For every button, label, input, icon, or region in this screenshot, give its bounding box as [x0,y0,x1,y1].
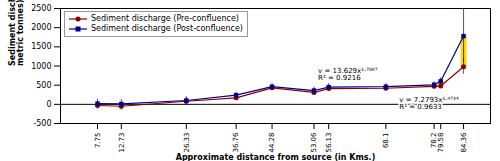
svg-text:2500: 2500 [31,4,51,13]
svg-text:78.2: 78.2 [430,132,439,149]
html-text:Sediment discharge (Pre-conflu: Sediment discharge (Pre-confluence) [91,14,239,23]
svg-text:500: 500 [36,81,51,90]
svg-text:1000: 1000 [31,62,51,71]
svg-text:Sediment discharge (inmetric t: Sediment discharge (inmetric tonnes) [8,0,25,66]
svg-text:2000: 2000 [31,23,51,32]
svg-text:56.13: 56.13 [325,133,333,153]
svg-text:0: 0 [46,100,51,109]
svg-text:53.06: 53.06 [310,132,318,153]
svg-text:26.33: 26.33 [183,133,191,153]
html-text:Sediment discharge (Post-confl: Sediment discharge (Post-confluence) [91,24,243,33]
svg-text:68.1: 68.1 [382,133,390,149]
svg-text:-500: -500 [33,119,51,128]
svg-text:y = 13.629x¹·⁷⁸⁸⁷R² = 0.9216: y = 13.629x¹·⁷⁸⁸⁷R² = 0.9216 [318,67,378,82]
svg-text:36.76: 36.76 [232,132,240,153]
svg-text:7.75: 7.75 [94,133,102,149]
svg-text:Approximate distance from sour: Approximate distance from source (in Kms… [176,153,376,161]
svg-text:79.58: 79.58 [437,133,445,153]
svg-text:44.28: 44.28 [268,133,276,153]
svg-text:y = 7.2793x¹·⁹⁷³⁴R² = 0.9633: y = 7.2793x¹·⁹⁷³⁴R² = 0.9633 [399,96,459,111]
svg-text:12.73: 12.73 [118,133,126,153]
svg-text:1500: 1500 [31,42,51,51]
svg-text:84.36: 84.36 [460,132,468,153]
